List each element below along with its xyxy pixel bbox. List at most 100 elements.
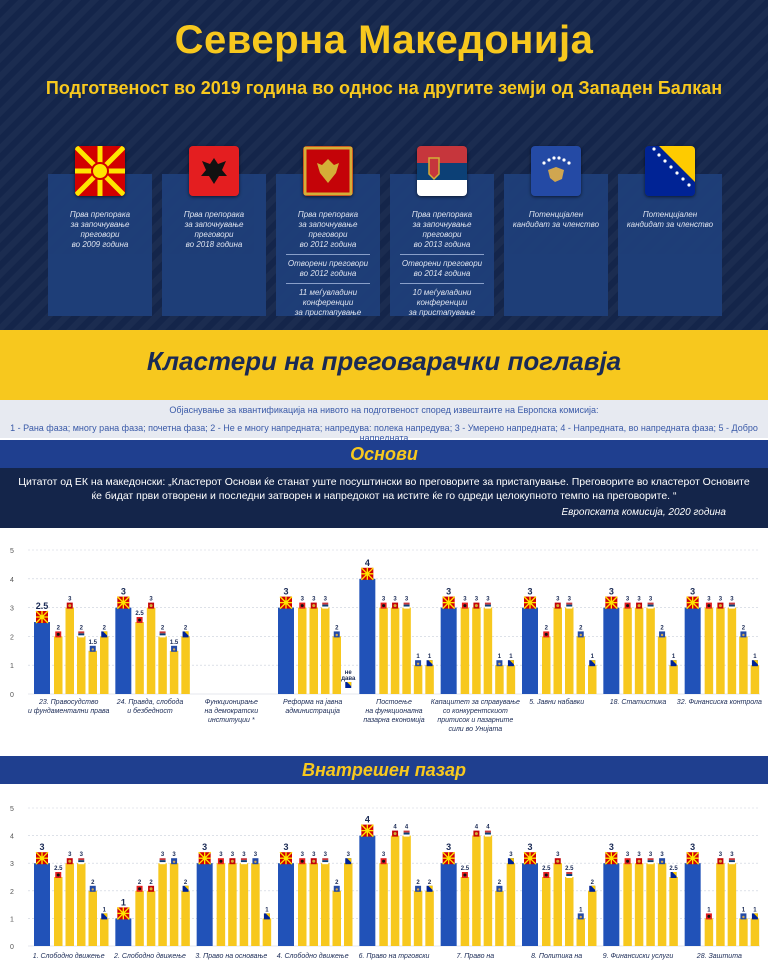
data-label: 2 <box>416 880 420 886</box>
data-label: 3 <box>161 852 165 858</box>
bar <box>34 622 50 694</box>
data-label: 2.5 <box>565 866 574 872</box>
data-label: 4 <box>405 825 409 831</box>
bar <box>262 918 272 946</box>
category-label: 4. Слободно движење <box>277 952 349 960</box>
kosovo-flag-mini <box>333 631 340 638</box>
bar <box>146 890 156 946</box>
albania-flag-mini <box>624 858 631 865</box>
bar <box>472 835 481 946</box>
divider <box>400 254 484 255</box>
bar <box>646 607 655 694</box>
data-label: 1 <box>579 907 583 913</box>
data-label: 3 <box>242 852 246 858</box>
bar <box>379 607 388 694</box>
data-label: 3 <box>690 587 695 597</box>
y-tick-label: 1 <box>10 663 14 670</box>
albania-flag-mini <box>461 602 468 609</box>
divider <box>400 283 484 284</box>
data-label: 3 <box>231 852 235 858</box>
serbia-flag-mini <box>728 602 735 609</box>
bosnia-flag-mini <box>345 682 352 688</box>
bosnia-flag-mini <box>670 872 677 878</box>
bar <box>440 607 457 694</box>
bosnia-flag-mini <box>507 858 514 865</box>
north-macedonia-flag-mini <box>442 851 456 865</box>
bar <box>332 890 341 946</box>
bar <box>460 877 470 946</box>
albania-flag-mini <box>136 617 143 623</box>
kosovo-flag-mini <box>659 631 666 638</box>
bar <box>344 863 353 946</box>
bar <box>646 863 655 946</box>
bar <box>309 607 318 694</box>
data-label: 3 <box>637 852 641 858</box>
north-macedonia-flag-mini <box>442 596 456 610</box>
data-label: 1 <box>428 654 432 660</box>
data-label: 3 <box>719 852 723 858</box>
bar <box>216 863 226 946</box>
bar <box>603 863 620 946</box>
kosovo-flag-mini <box>577 913 584 920</box>
data-label: 2 <box>57 625 61 631</box>
kosovo-flag-mini <box>171 858 178 865</box>
bar <box>576 918 585 946</box>
kosovo-flag-mini <box>171 645 178 652</box>
category-label: сили во Унијата <box>448 726 502 733</box>
north-macedonia-flag-mini <box>116 906 130 920</box>
north-macedonia-flag-mini <box>523 851 537 865</box>
albania-flag-mini <box>380 858 387 865</box>
data-label: 3 <box>626 852 630 858</box>
data-label: 3 <box>527 587 532 597</box>
data-label: 3 <box>405 597 409 603</box>
country-text-line: во 2014 година <box>413 269 471 278</box>
category-label: 24. Правда, слобода <box>116 698 184 706</box>
montenegro-flag-mini <box>148 602 155 609</box>
albania-flag-mini <box>299 602 306 609</box>
data-label: 4 <box>365 558 370 568</box>
bar <box>495 890 504 946</box>
data-label: 3 <box>609 587 614 597</box>
kosovo-flag-mini <box>659 858 666 865</box>
data-label: 3 <box>719 597 723 603</box>
bar <box>54 636 63 694</box>
bar <box>684 863 701 946</box>
y-tick-label: 4 <box>10 834 14 841</box>
data-label: 3 <box>568 597 572 603</box>
data-label: 2.5 <box>542 866 551 872</box>
section-title-internal-market: Внатрешен пазар <box>302 760 466 780</box>
data-label: 2 <box>80 625 84 631</box>
bosnia-flag-mini <box>751 913 758 920</box>
albania-flag-mini <box>624 602 631 609</box>
albania-flag-mini <box>217 858 224 865</box>
bar <box>425 890 434 946</box>
category-label: Реформа на јавна <box>283 699 342 706</box>
data-label: 3 <box>393 597 397 603</box>
country-text-line: за пристапување <box>408 308 476 317</box>
montenegro-flag-mini <box>392 602 399 609</box>
bar <box>298 863 307 946</box>
bar <box>576 636 585 694</box>
bar <box>603 607 620 694</box>
divider <box>286 254 370 255</box>
chart-internal-market-area: 0 1 2 3 4 5 1. Слободно движење 3 2.5 3 3 2 1 2. Слоб… <box>0 790 768 966</box>
country-panel-serbia: Прва препорака за започнување преговори … <box>390 174 494 317</box>
data-label: 3 <box>626 597 630 603</box>
kosovo-flag-mini <box>89 885 96 892</box>
north-macedonia-flag-mini <box>604 596 618 610</box>
bar <box>506 863 516 946</box>
data-label: 3 <box>80 852 84 858</box>
montenegro-flag-mini <box>229 858 236 865</box>
kosovo-flag-mini <box>415 885 422 892</box>
montenegro-flag-mini <box>554 602 561 609</box>
data-label: 3 <box>382 852 386 858</box>
data-label: 3 <box>149 597 153 603</box>
data-label: 1 <box>509 654 513 660</box>
bosnia-flag <box>645 146 695 196</box>
country-text-line: Потенцијален <box>642 210 698 219</box>
serbia-flag-mini <box>566 872 573 878</box>
serbia-flag-mini <box>322 602 329 609</box>
y-tick-label: 0 <box>10 692 14 699</box>
bar <box>413 665 423 694</box>
data-label: 2 <box>149 880 153 886</box>
